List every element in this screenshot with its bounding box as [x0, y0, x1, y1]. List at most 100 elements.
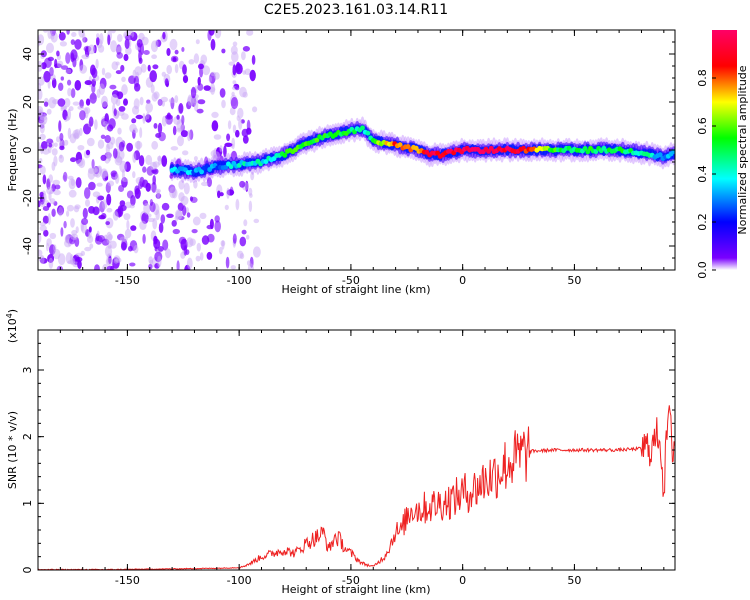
noise-speckle: [161, 71, 166, 77]
snr-xtick-label: -50: [342, 574, 360, 587]
noise-speckle: [120, 241, 127, 251]
noise-speckle: [100, 134, 106, 139]
noise-speckle: [85, 199, 90, 207]
noise-speckle: [85, 98, 91, 106]
noise-speckle: [70, 218, 75, 228]
noise-speckle: [152, 64, 159, 70]
noise-speckle: [123, 98, 128, 106]
noise-speckle: [112, 211, 119, 221]
noise-speckle: [97, 195, 105, 201]
noise-speckle: [182, 64, 187, 75]
noise-speckle: [158, 222, 164, 234]
noise-speckle: [121, 113, 129, 120]
noise-speckle: [39, 222, 46, 227]
noise-speckle: [39, 254, 45, 265]
noise-speckle: [174, 63, 179, 74]
noise-speckle: [57, 60, 64, 68]
noise-speckle: [232, 64, 237, 76]
ridge-cell: [585, 149, 591, 155]
noise-speckle: [76, 159, 84, 167]
noise-speckle: [225, 256, 230, 269]
noise-speckle: [59, 132, 64, 141]
noise-speckle: [138, 155, 145, 167]
spectrogram-ytick-label: 40: [21, 47, 34, 61]
noise-speckle: [118, 141, 125, 152]
noise-speckle: [42, 148, 50, 155]
noise-speckle: [42, 193, 47, 203]
noise-speckle: [89, 243, 94, 249]
noise-speckle: [200, 54, 208, 65]
ridge-cell: [360, 125, 365, 131]
noise-speckle: [231, 137, 236, 150]
noise-speckle: [93, 166, 97, 174]
noise-speckle: [188, 59, 195, 65]
noise-speckle: [106, 231, 112, 244]
noise-speckle: [77, 260, 82, 269]
noise-speckle: [59, 145, 65, 151]
noise-speckle: [150, 161, 157, 171]
noise-speckle: [158, 132, 166, 142]
noise-speckle: [236, 250, 244, 259]
noise-speckle: [130, 225, 137, 231]
snr-series-line: [38, 405, 675, 570]
noise-speckle: [176, 260, 180, 270]
noise-speckle: [217, 190, 221, 199]
noise-speckle: [124, 38, 130, 49]
noise-speckle: [235, 86, 240, 91]
noise-speckle: [68, 189, 77, 198]
noise-speckle: [153, 123, 158, 129]
noise-speckle: [162, 31, 166, 40]
ridge-cell: [263, 159, 269, 165]
ridge-cell: [397, 142, 403, 148]
noise-speckle: [65, 68, 72, 74]
noise-speckle: [133, 245, 139, 254]
noise-speckle: [47, 213, 51, 225]
noise-speckle: [219, 192, 224, 197]
noise-speckle: [164, 78, 169, 87]
noise-speckle: [88, 181, 96, 191]
noise-speckle: [177, 135, 184, 147]
noise-speckle: [79, 128, 83, 136]
noise-speckle: [46, 186, 54, 195]
noise-speckle: [75, 177, 82, 189]
noise-speckle: [156, 190, 160, 199]
noise-speckle: [132, 171, 136, 179]
noise-speckle: [116, 91, 124, 100]
spectrogram-ytick-label: -20: [21, 189, 34, 207]
noise-speckle: [86, 137, 95, 147]
noise-speckle: [187, 94, 193, 106]
noise-speckle: [129, 204, 135, 209]
noise-speckle: [147, 217, 155, 223]
noise-speckle: [139, 127, 143, 139]
colorbar-tick-label: 0.8: [696, 69, 709, 87]
noise-speckle: [38, 76, 45, 86]
noise-speckle: [152, 175, 156, 185]
noise-speckle: [97, 235, 105, 242]
noise-speckle: [88, 44, 96, 55]
noise-speckle: [70, 49, 78, 61]
noise-speckle: [136, 39, 143, 48]
noise-speckle: [239, 86, 247, 98]
noise-speckle: [63, 139, 69, 146]
noise-speckle: [193, 101, 199, 112]
noise-speckle: [182, 150, 189, 156]
noise-speckle: [58, 206, 63, 217]
noise-speckle: [213, 72, 220, 80]
noise-speckle: [218, 246, 223, 255]
noise-speckle: [129, 262, 136, 267]
noise-speckle: [96, 36, 100, 46]
noise-speckle: [60, 227, 64, 237]
noise-speckle: [46, 108, 52, 115]
noise-speckle: [87, 168, 96, 180]
noise-speckle: [246, 234, 250, 240]
noise-speckle: [226, 133, 231, 142]
noise-speckle: [133, 98, 140, 110]
noise-speckle: [134, 83, 141, 92]
spectrogram-xtick-label: -100: [227, 274, 252, 287]
noise-speckle: [71, 32, 77, 37]
noise-speckle: [101, 199, 108, 210]
noise-speckle: [78, 30, 85, 38]
ridge-cell: [435, 150, 440, 156]
noise-speckle: [109, 240, 117, 249]
noise-speckle: [51, 77, 57, 89]
